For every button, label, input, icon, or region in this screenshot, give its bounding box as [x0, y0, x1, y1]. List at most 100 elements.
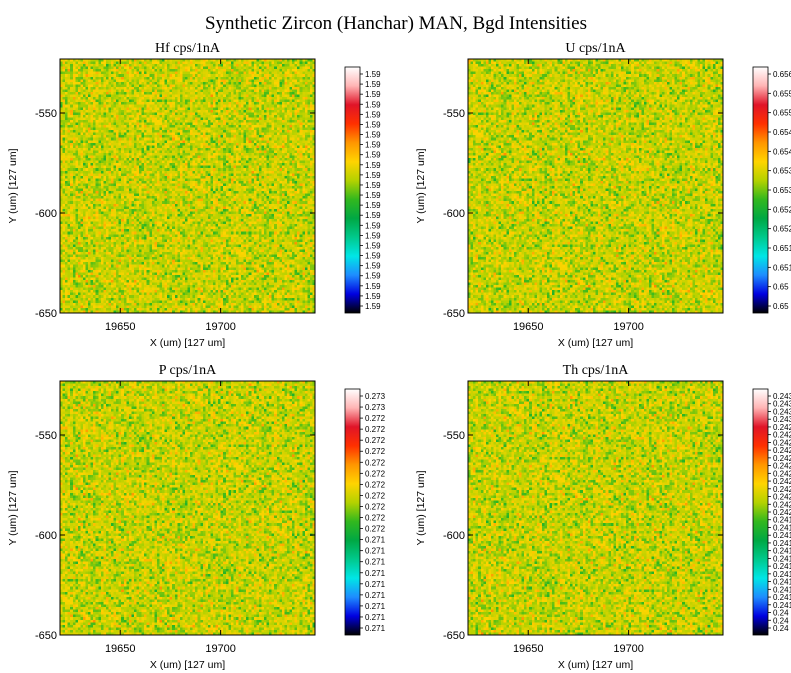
colorbar-tick-label: 0.242	[773, 500, 791, 509]
colorbar-tick-label: 0.241	[773, 554, 791, 563]
colorbar-tick-label: 0.242	[773, 493, 791, 502]
y-tick-label: -550	[443, 430, 465, 442]
colorbar-tick-label: 0.272	[365, 480, 386, 489]
panels: Hf cps/1nA 19650 19700 -550 -600 -650 X (um) […	[7, 41, 791, 671]
colorbar-tick-label: 1.59	[365, 110, 381, 119]
x-tick-label: 19700	[205, 321, 236, 333]
colorbar-tick-label: 0.242	[773, 477, 791, 486]
colorbar-tick-label: 0.65	[773, 283, 789, 292]
colorbar-tick-label: 1.59	[365, 292, 381, 301]
colorbar-tick-label: 1.59	[365, 70, 381, 79]
heatmap-image	[468, 59, 723, 313]
colorbar-tick-label: 0.652	[773, 225, 791, 234]
panel-title: U cps/1nA	[565, 41, 626, 56]
colorbar-tick-label: 0.242	[773, 431, 791, 440]
colorbar-tick-label: 0.271	[365, 558, 386, 567]
colorbar-tick-label: 0.271	[365, 602, 386, 611]
colorbar-tick-label: 0.272	[365, 425, 386, 434]
panel-title: Hf cps/1nA	[155, 41, 221, 56]
panel: Hf cps/1nA 19650 19700 -550 -600 -650 X (um) […	[7, 41, 381, 349]
colorbar-tick-label: 0.272	[365, 436, 386, 445]
x-tick-label: 19700	[613, 643, 644, 655]
colorbar-tick-label: 0.271	[365, 547, 386, 556]
colorbar-tick-label: 1.59	[365, 221, 381, 230]
colorbar-tick-label: 0.242	[773, 438, 791, 447]
colorbar-tick-label: 1.59	[365, 80, 381, 89]
y-tick-label: -650	[443, 630, 465, 642]
colorbar-tick-label: 0.272	[365, 458, 386, 467]
colorbar-tick-label: 1.59	[365, 191, 381, 200]
colorbar-tick-label: 1.59	[365, 282, 381, 291]
y-tick-label: -600	[443, 530, 465, 542]
y-tick-label: -550	[35, 108, 57, 120]
colorbar-tick-label: 0.241	[773, 585, 791, 594]
colorbar-tick-label: 0.273	[365, 403, 386, 412]
colorbar-tick-label: 1.59	[365, 181, 381, 190]
colorbar-tick-label: 0.243	[773, 415, 791, 424]
colorbar-tick-label: 0.241	[773, 601, 791, 610]
colorbar-tick-label: 0.242	[773, 462, 791, 471]
colorbar-tick-label: 0.242	[773, 446, 791, 455]
panel: Th cps/1nA 19650 19700 -550 -600 -650 X (um) […	[415, 363, 791, 671]
figure-title: Synthetic Zircon (Hanchar) MAN, Bgd Inte…	[205, 13, 587, 34]
colorbar-tick-label: 0.654	[773, 128, 791, 137]
y-axis-label: Y (um) [127 um]	[7, 470, 19, 545]
colorbar	[752, 388, 769, 636]
plot-frame	[59, 58, 316, 314]
colorbar-tick-label: 1.59	[365, 302, 381, 311]
colorbar-tick-label: 1.59	[365, 272, 381, 281]
colorbar-tick-label: 1.59	[365, 262, 381, 271]
colorbar-tick-label: 0.241	[773, 570, 791, 579]
y-tick-label: -600	[443, 208, 465, 220]
y-tick-label: -550	[35, 430, 57, 442]
y-tick-label: -600	[35, 208, 57, 220]
colorbar-tick-label: 1.59	[365, 252, 381, 261]
colorbar-tick-label: 0.241	[773, 539, 791, 548]
y-tick-label: -600	[35, 530, 57, 542]
x-axis-label: X (um) [127 um]	[150, 659, 225, 671]
colorbar-tick-label: 0.241	[773, 593, 791, 602]
panel: U cps/1nA 19650 19700 -550 -600 -650 X (um) [1…	[415, 41, 791, 349]
panel-title: P cps/1nA	[159, 363, 217, 378]
colorbar-tick-label: 1.59	[365, 151, 381, 160]
colorbar-tick-label: 0.242	[773, 485, 791, 494]
colorbar-tick-label: 1.59	[365, 141, 381, 150]
y-tick-label: -550	[443, 108, 465, 120]
panel-title: Th cps/1nA	[563, 363, 630, 378]
colorbar-tick-label: 0.271	[365, 536, 386, 545]
plot-frame	[59, 380, 316, 636]
colorbar-tick-label: 0.655	[773, 89, 791, 98]
colorbar-tick-label: 0.656	[773, 70, 791, 79]
y-axis-label: Y (um) [127 um]	[415, 470, 427, 545]
colorbar-tick-label: 0.653	[773, 167, 791, 176]
colorbar	[752, 66, 769, 314]
colorbar-tick-label: 0.242	[773, 454, 791, 463]
colorbar-tick-label: 0.272	[365, 502, 386, 511]
x-axis-label: X (um) [127 um]	[558, 337, 633, 349]
colorbar-tick-label: 0.272	[365, 525, 386, 534]
heatmap-image	[60, 381, 315, 635]
colorbar	[344, 66, 361, 314]
colorbar-tick-label: 0.272	[365, 447, 386, 456]
colorbar-tick-label: 0.241	[773, 578, 791, 587]
colorbar-tick-label: 0.272	[365, 491, 386, 500]
x-tick-label: 19650	[513, 321, 544, 333]
colorbar-tick-label: 1.59	[365, 171, 381, 180]
colorbar-tick-label: 0.651	[773, 263, 791, 272]
colorbar-tick-label: 1.59	[365, 161, 381, 170]
plot-frame	[467, 58, 724, 314]
colorbar-tick-label: 0.272	[365, 514, 386, 523]
colorbar-tick-label: 0.651	[773, 244, 791, 253]
y-tick-label: -650	[35, 630, 57, 642]
colorbar-tick-label: 1.59	[365, 231, 381, 240]
colorbar-tick-label: 0.271	[365, 624, 386, 633]
x-axis-label: X (um) [127 um]	[558, 659, 633, 671]
x-tick-label: 19700	[613, 321, 644, 333]
colorbar-tick-label: 0.24	[773, 624, 789, 633]
colorbar-tick-label: 1.59	[365, 201, 381, 210]
plot-frame	[467, 380, 724, 636]
heatmap-image	[60, 59, 315, 313]
colorbar-tick-label: 0.24	[773, 609, 789, 618]
colorbar-tick-label: 0.241	[773, 562, 791, 571]
